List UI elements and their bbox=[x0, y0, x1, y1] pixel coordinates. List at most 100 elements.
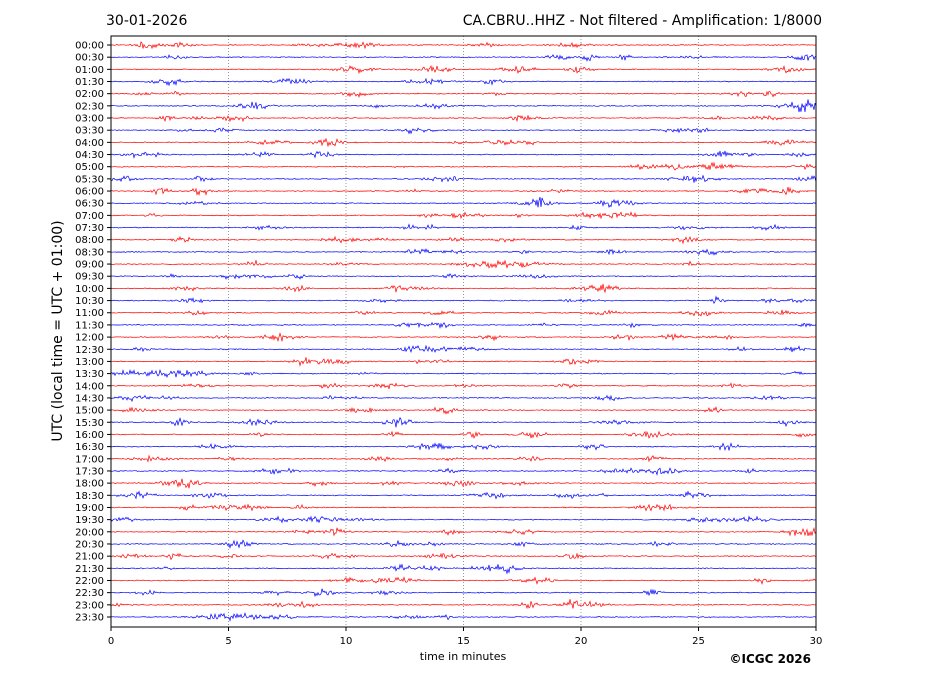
trace-row-1730 bbox=[110, 467, 817, 476]
trace-row-0130 bbox=[110, 77, 817, 87]
row-time-label: 05:30 bbox=[75, 174, 104, 185]
trace-row-0700 bbox=[110, 211, 817, 220]
trace-row-0530 bbox=[110, 174, 817, 183]
y-axis-label: UTC (local time = UTC + 01:00) bbox=[50, 220, 66, 441]
trace-row-0830 bbox=[110, 248, 817, 256]
trace-row-0230 bbox=[110, 99, 817, 113]
trace-row-1800 bbox=[110, 478, 817, 489]
trace-row-0600 bbox=[110, 186, 817, 196]
trace-row-2330 bbox=[110, 612, 817, 622]
trace-row-1230 bbox=[110, 344, 817, 354]
trace-row-0930 bbox=[110, 273, 817, 280]
trace-row-0430 bbox=[110, 150, 817, 159]
trace-row-1300 bbox=[110, 357, 817, 367]
row-time-label: 23:00 bbox=[75, 600, 104, 611]
row-time-label: 00:30 bbox=[75, 53, 104, 64]
copyright-notice: ©ICGC 2026 bbox=[729, 652, 811, 666]
row-time-label: 03:00 bbox=[75, 114, 104, 125]
row-time-label: 11:00 bbox=[75, 308, 104, 319]
x-tick-label: 15 bbox=[457, 636, 470, 647]
row-time-label: 09:30 bbox=[75, 272, 104, 283]
row-time-label: 15:30 bbox=[75, 418, 104, 429]
row-time-label: 03:30 bbox=[75, 126, 104, 137]
row-time-label: 22:30 bbox=[75, 588, 104, 599]
trace-row-1500 bbox=[110, 405, 817, 415]
trace-row-0300 bbox=[110, 114, 817, 123]
row-time-label: 16:30 bbox=[75, 442, 104, 453]
row-time-label: 07:30 bbox=[75, 223, 104, 234]
x-axis-ticks: 0 5 10 15 20 25 30 bbox=[108, 627, 823, 647]
row-time-label: 10:00 bbox=[75, 284, 104, 295]
row-time-label: 04:30 bbox=[75, 150, 104, 161]
row-time-label: 01:30 bbox=[75, 77, 104, 88]
row-time-label: 02:00 bbox=[75, 89, 104, 100]
trace-row-1000 bbox=[110, 283, 817, 294]
trace-row-1400 bbox=[110, 382, 817, 390]
trace-row-0730 bbox=[110, 223, 817, 231]
trace-row-0500 bbox=[110, 161, 817, 171]
trace-row-2100 bbox=[110, 552, 817, 561]
plot-frame bbox=[110, 35, 817, 628]
row-time-label: 06:30 bbox=[75, 199, 104, 210]
row-time-label: 13:30 bbox=[75, 369, 104, 380]
x-tick-label: 25 bbox=[692, 636, 705, 647]
trace-row-1530 bbox=[110, 416, 817, 428]
row-time-label: 20:00 bbox=[75, 527, 104, 538]
row-time-label: 20:30 bbox=[75, 539, 104, 550]
trace-row-0800 bbox=[110, 235, 817, 245]
row-time-label: 07:00 bbox=[75, 211, 104, 222]
x-axis-label: time in minutes bbox=[420, 650, 507, 663]
trace-row-0100 bbox=[110, 64, 817, 75]
chart-date: 30-01-2026 bbox=[106, 13, 187, 29]
row-time-label: 12:30 bbox=[75, 345, 104, 356]
trace-row-1130 bbox=[110, 321, 817, 330]
row-time-label: 00:00 bbox=[75, 41, 104, 52]
trace-row-1600 bbox=[110, 430, 817, 439]
row-time-label: 19:30 bbox=[75, 515, 104, 526]
trace-row-0900 bbox=[110, 259, 817, 269]
trace-row-0400 bbox=[110, 137, 817, 148]
trace-row-2230 bbox=[110, 588, 817, 598]
row-time-label: 06:00 bbox=[75, 187, 104, 198]
trace-row-2200 bbox=[110, 576, 817, 586]
trace-row-0200 bbox=[110, 90, 817, 98]
trace-row-1700 bbox=[110, 454, 817, 463]
row-time-label: 08:00 bbox=[75, 235, 104, 246]
row-time-label: 18:00 bbox=[75, 479, 104, 490]
row-time-label: 21:00 bbox=[75, 552, 104, 563]
row-time-label: 22:00 bbox=[75, 576, 104, 587]
trace-row-2130 bbox=[110, 563, 817, 575]
x-tick-label: 0 bbox=[108, 636, 114, 647]
row-time-label: 17:00 bbox=[75, 454, 104, 465]
x-tick-label: 30 bbox=[810, 636, 823, 647]
x-tick-label: 20 bbox=[575, 636, 588, 647]
vertical-gridlines bbox=[228, 36, 699, 627]
row-time-label: 12:00 bbox=[75, 333, 104, 344]
row-time-label: 11:30 bbox=[75, 320, 104, 331]
row-time-label: 02:30 bbox=[75, 101, 104, 112]
row-time-label: 19:00 bbox=[75, 503, 104, 514]
trace-row-1030 bbox=[110, 295, 817, 305]
trace-row-1330 bbox=[110, 369, 817, 379]
row-time-label: 18:30 bbox=[75, 491, 104, 502]
row-time-label: 21:30 bbox=[75, 564, 104, 575]
row-time-label: 04:00 bbox=[75, 138, 104, 149]
seismic-traces bbox=[110, 41, 817, 622]
x-tick-label: 5 bbox=[225, 636, 231, 647]
trace-row-1430 bbox=[110, 394, 817, 403]
row-time-label: 08:30 bbox=[75, 247, 104, 258]
row-time-label: 05:00 bbox=[75, 162, 104, 173]
trace-row-2030 bbox=[110, 539, 817, 549]
row-time-label: 01:00 bbox=[75, 65, 104, 76]
trace-row-1630 bbox=[110, 442, 817, 452]
trace-row-0330 bbox=[110, 127, 817, 135]
row-time-label: 15:00 bbox=[75, 406, 104, 417]
row-time-label: 10:30 bbox=[75, 296, 104, 307]
row-time-label: 23:30 bbox=[75, 612, 104, 623]
trace-row-1930 bbox=[110, 515, 817, 524]
row-time-label: 09:00 bbox=[75, 260, 104, 271]
trace-row-0030 bbox=[110, 54, 817, 62]
row-time-label: 17:30 bbox=[75, 466, 104, 477]
